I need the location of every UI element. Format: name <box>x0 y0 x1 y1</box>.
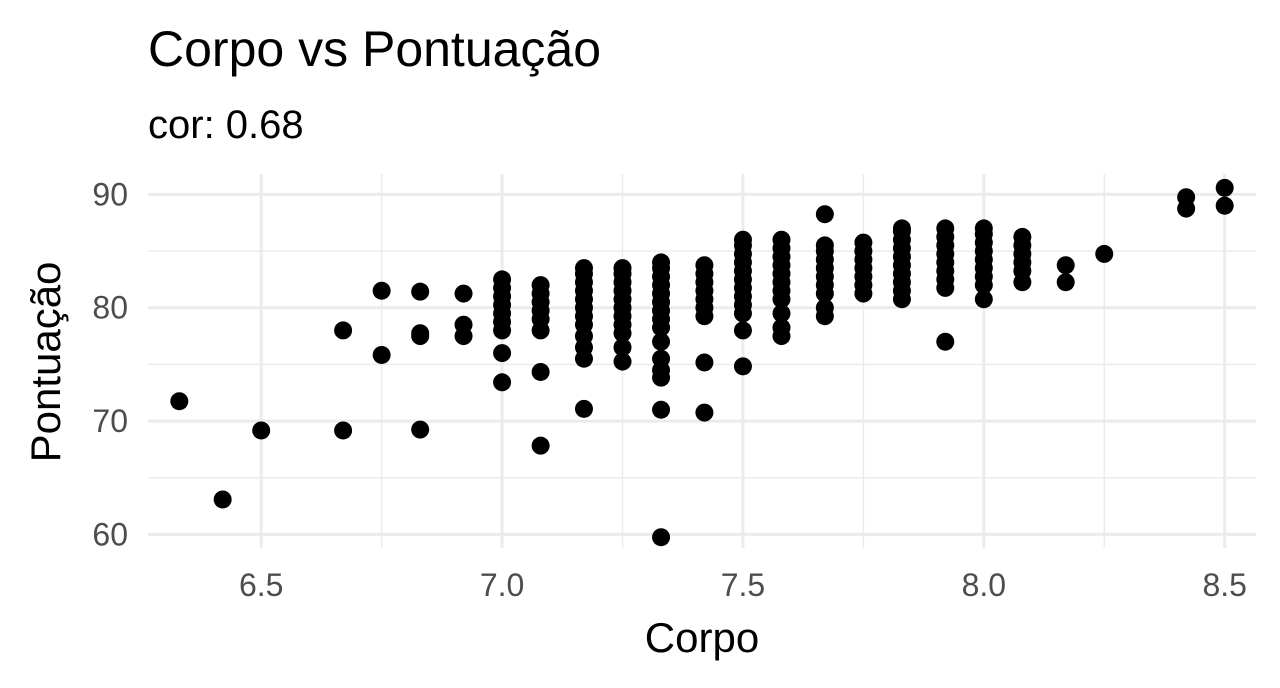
data-point <box>531 436 550 455</box>
chart-subtitle: cor: 0.68 <box>148 103 304 147</box>
data-point <box>493 373 512 392</box>
data-point <box>493 344 512 363</box>
data-point <box>372 281 391 300</box>
data-point <box>213 490 232 509</box>
chart-title: Corpo vs Pontuação <box>148 21 601 77</box>
data-point <box>815 205 834 224</box>
data-point <box>815 236 834 255</box>
data-point <box>695 256 714 275</box>
data-point <box>613 338 632 357</box>
data-point <box>936 332 955 351</box>
data-point <box>252 421 271 440</box>
y-tick-label: 60 <box>92 516 128 552</box>
x-axis-label: Corpo <box>645 614 759 661</box>
x-tick-label: 6.5 <box>239 567 283 603</box>
data-point <box>695 403 714 422</box>
data-point <box>574 399 593 418</box>
y-tick-label: 90 <box>92 176 128 212</box>
x-tick-label: 8.5 <box>1202 567 1246 603</box>
data-point <box>974 219 993 238</box>
data-point <box>892 219 911 238</box>
data-point <box>454 315 473 334</box>
data-point <box>652 400 671 419</box>
data-point <box>411 324 430 343</box>
data-point <box>1056 256 1075 275</box>
data-point <box>652 528 671 547</box>
data-point <box>531 276 550 295</box>
y-tick-label: 70 <box>92 403 128 439</box>
data-point <box>574 259 593 278</box>
data-point <box>531 362 550 381</box>
data-points <box>170 178 1234 547</box>
x-tick-label: 7.5 <box>721 567 765 603</box>
data-point <box>772 318 791 337</box>
y-axis-label: Pontuação <box>22 262 69 463</box>
data-point <box>815 298 834 317</box>
data-point <box>695 353 714 372</box>
data-point <box>613 259 632 278</box>
data-point <box>454 284 473 303</box>
data-point <box>733 321 752 340</box>
data-point <box>1013 227 1032 246</box>
data-point <box>974 290 993 309</box>
data-point <box>334 321 353 340</box>
data-point <box>1215 196 1234 215</box>
data-point <box>772 304 791 323</box>
data-point <box>372 345 391 364</box>
data-point <box>652 332 671 351</box>
data-point <box>170 392 189 411</box>
data-point <box>733 357 752 376</box>
data-point <box>936 219 955 238</box>
x-tick-label: 7.0 <box>480 567 524 603</box>
data-point <box>493 270 512 289</box>
data-point <box>1177 188 1196 207</box>
data-point <box>772 230 791 249</box>
data-point <box>652 349 671 368</box>
x-tick-label: 8.0 <box>962 567 1006 603</box>
axis-ticks: 6.5 7.0 7.5 8.0 8.5 60 70 80 90 <box>92 176 1247 603</box>
data-point <box>411 420 430 439</box>
data-point <box>854 233 873 252</box>
y-tick-label: 80 <box>92 290 128 326</box>
data-point <box>1095 244 1114 263</box>
data-point <box>411 282 430 301</box>
data-point <box>1056 273 1075 292</box>
data-point <box>334 421 353 440</box>
data-point <box>733 230 752 249</box>
data-point <box>652 253 671 272</box>
data-point <box>613 352 632 371</box>
data-point <box>1215 178 1234 197</box>
